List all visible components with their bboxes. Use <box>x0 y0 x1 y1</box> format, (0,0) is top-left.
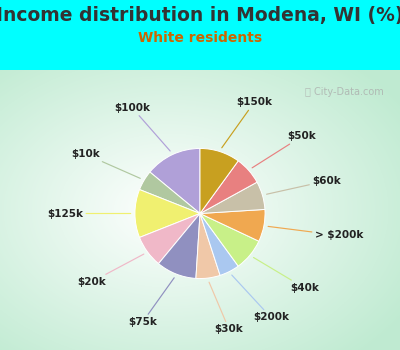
Text: $150k: $150k <box>222 98 272 148</box>
Text: $60k: $60k <box>266 176 341 194</box>
Text: $100k: $100k <box>114 103 170 151</box>
Wedge shape <box>200 214 259 266</box>
Wedge shape <box>196 214 220 279</box>
Text: $40k: $40k <box>254 258 319 293</box>
Text: > $200k: > $200k <box>268 226 363 240</box>
Text: White residents: White residents <box>138 31 262 45</box>
Text: Income distribution in Modena, WI (%): Income distribution in Modena, WI (%) <box>0 6 400 25</box>
Wedge shape <box>140 172 200 214</box>
Wedge shape <box>150 148 200 214</box>
Wedge shape <box>200 209 265 241</box>
Wedge shape <box>158 214 200 278</box>
Wedge shape <box>200 182 265 214</box>
Wedge shape <box>135 190 200 237</box>
Wedge shape <box>200 161 257 214</box>
Wedge shape <box>140 214 200 264</box>
Text: $30k: $30k <box>209 282 243 334</box>
Text: $200k: $200k <box>232 275 289 322</box>
Text: $125k: $125k <box>47 209 131 218</box>
Text: ⓘ City-Data.com: ⓘ City-Data.com <box>305 88 384 97</box>
Text: $20k: $20k <box>77 254 144 287</box>
Text: $75k: $75k <box>128 278 174 327</box>
Wedge shape <box>200 214 238 275</box>
Text: $50k: $50k <box>252 131 316 168</box>
Text: $10k: $10k <box>71 149 140 178</box>
Wedge shape <box>200 148 238 214</box>
